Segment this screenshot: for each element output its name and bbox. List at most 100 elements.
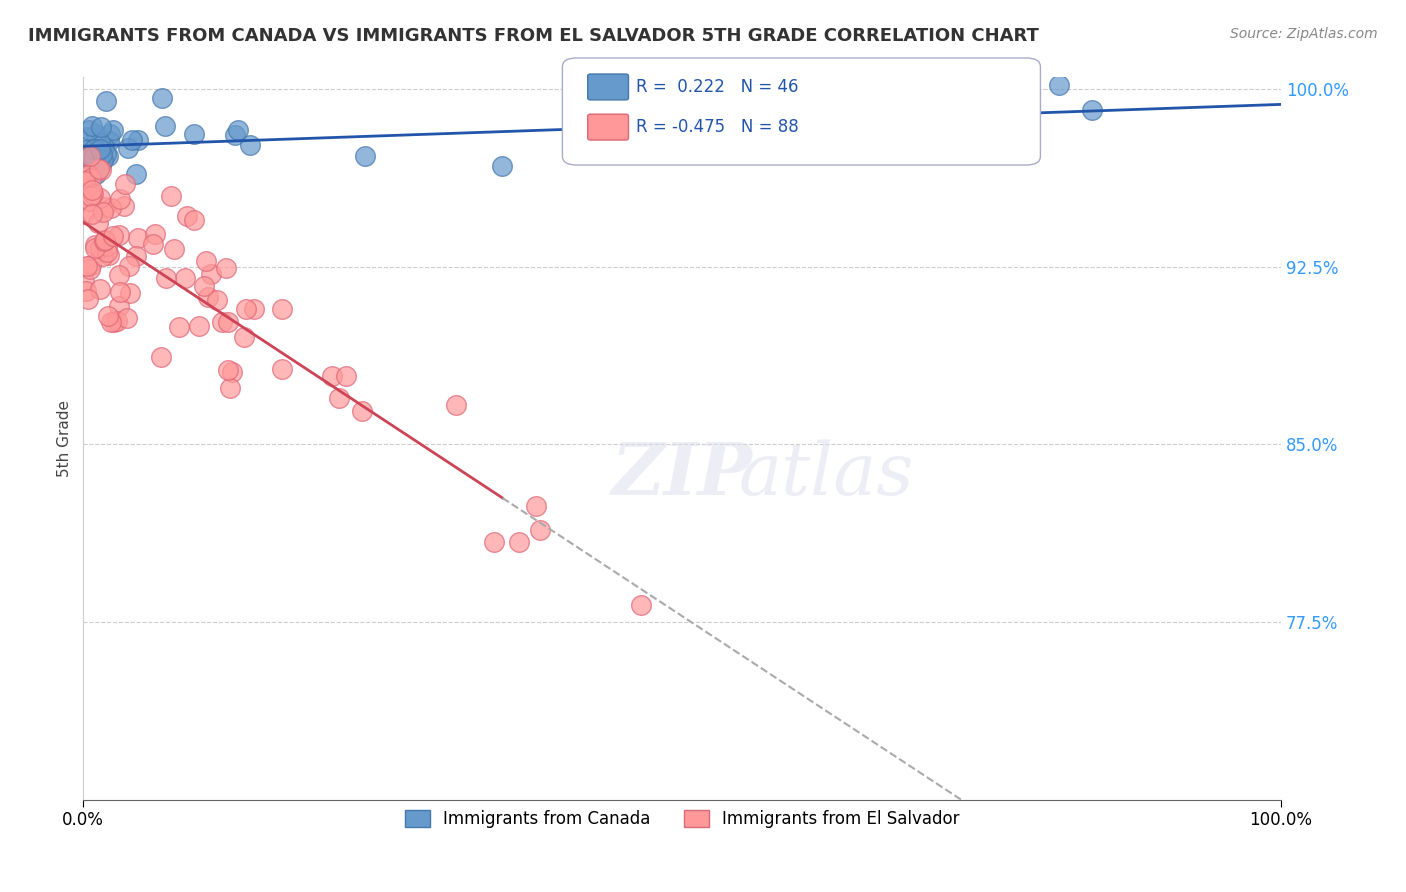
- Point: [87, 162, 110, 177]
- Text: Source: ZipAtlas.com: Source: ZipAtlas.com: [1230, 27, 1378, 41]
- Legend: Immigrants from Canada, Immigrants from El Salvador: Immigrants from Canada, Immigrants from …: [398, 803, 966, 835]
- Point: [524, 499, 547, 513]
- Point: [193, 279, 215, 293]
- Point: [630, 598, 652, 612]
- Point: [93, 153, 115, 167]
- Point: [100, 201, 122, 215]
- Point: [235, 302, 257, 317]
- Point: [90, 163, 112, 178]
- Point: [508, 535, 530, 549]
- Point: [73, 207, 96, 221]
- Point: [75, 150, 97, 164]
- Point: [98, 134, 121, 148]
- Point: [114, 177, 136, 191]
- Point: [76, 260, 98, 274]
- Point: [76, 292, 98, 306]
- Point: [211, 315, 233, 329]
- Point: [76, 129, 98, 144]
- Point: [73, 147, 96, 161]
- Point: [77, 167, 100, 181]
- Point: [84, 155, 107, 169]
- Point: [875, 122, 897, 136]
- Point: [94, 233, 117, 247]
- Point: [101, 229, 124, 244]
- Point: [271, 301, 294, 316]
- Point: [79, 123, 101, 137]
- Point: [627, 119, 650, 133]
- Point: [84, 241, 107, 255]
- Point: [990, 143, 1012, 157]
- Point: [328, 392, 350, 406]
- Point: [96, 239, 118, 253]
- Point: [112, 199, 135, 213]
- Point: [115, 310, 138, 325]
- Point: [89, 191, 111, 205]
- Point: [118, 259, 141, 273]
- Point: [82, 187, 104, 202]
- Point: [97, 149, 120, 163]
- Point: [86, 145, 108, 159]
- Y-axis label: 5th Grade: 5th Grade: [58, 400, 72, 477]
- Point: [73, 144, 96, 158]
- Point: [271, 362, 294, 376]
- Point: [80, 258, 103, 272]
- Point: [107, 228, 129, 243]
- Text: ZIP: ZIP: [612, 439, 752, 510]
- Point: [484, 535, 506, 549]
- Point: [105, 313, 128, 327]
- Point: [142, 236, 165, 251]
- Point: [160, 189, 183, 203]
- Point: [127, 230, 149, 244]
- Point: [228, 122, 250, 136]
- Point: [79, 194, 101, 208]
- Point: [217, 363, 239, 377]
- Point: [200, 268, 222, 282]
- Point: [84, 127, 107, 141]
- Point: [77, 168, 100, 182]
- Point: [107, 268, 129, 282]
- Point: [153, 119, 176, 133]
- Point: [176, 209, 198, 223]
- Point: [80, 119, 103, 133]
- Point: [321, 368, 343, 383]
- Point: [76, 145, 98, 159]
- Point: [152, 90, 174, 104]
- Point: [215, 261, 238, 276]
- Point: [75, 284, 97, 298]
- Point: [162, 242, 184, 256]
- Point: [93, 234, 115, 248]
- Point: [89, 142, 111, 156]
- Point: [110, 285, 132, 300]
- Point: [243, 302, 266, 317]
- Point: [91, 249, 114, 263]
- Point: [96, 244, 118, 259]
- Point: [239, 137, 262, 152]
- Point: [98, 248, 121, 262]
- Point: [125, 249, 148, 263]
- Point: [76, 147, 98, 161]
- Point: [529, 523, 551, 537]
- Point: [352, 404, 374, 418]
- Point: [73, 174, 96, 188]
- Point: [108, 192, 131, 206]
- Point: [194, 254, 217, 268]
- Point: [167, 319, 190, 334]
- Point: [100, 316, 122, 330]
- Point: [118, 286, 141, 301]
- Point: [233, 330, 256, 344]
- Point: [183, 128, 205, 142]
- Point: [103, 315, 125, 329]
- Point: [84, 167, 107, 181]
- Point: [108, 299, 131, 313]
- Point: [218, 381, 240, 395]
- Point: [1047, 78, 1070, 92]
- Point: [79, 149, 101, 163]
- Point: [90, 120, 112, 135]
- Point: [90, 158, 112, 172]
- Point: [83, 238, 105, 252]
- Point: [83, 142, 105, 156]
- Point: [221, 365, 243, 379]
- Text: R = -0.475   N = 88: R = -0.475 N = 88: [636, 118, 799, 136]
- Point: [183, 213, 205, 227]
- Point: [491, 159, 513, 173]
